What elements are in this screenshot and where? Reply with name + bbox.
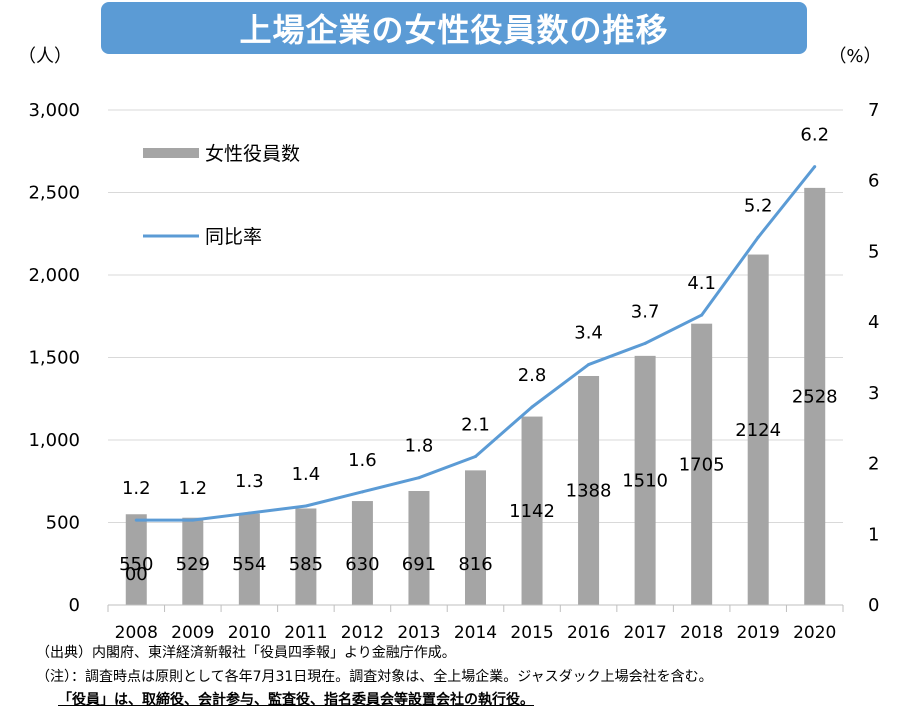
bars-layer (125, 187, 826, 606)
y-left-tick-label: 0 (69, 595, 80, 616)
chart-title: 上場企業の女性役員数の推移 (239, 11, 669, 49)
y-left-tick-label: 500 (46, 513, 80, 534)
ratio-data-label: 1.2 (178, 478, 207, 499)
bar-data-label: 1142 (509, 501, 555, 522)
ratio-point (417, 476, 421, 480)
ratio-data-label: 1.4 (292, 464, 321, 485)
bar-data-label: 585 (289, 554, 323, 575)
y-left-tick-label: 1,500 (28, 348, 80, 369)
ratio-point (700, 313, 704, 317)
bar-data-label: 550 (119, 554, 153, 575)
bar-data-label: 2528 (792, 386, 838, 407)
ratio-point (587, 363, 591, 367)
x-tick-label: 2016 (567, 623, 610, 640)
source-note: （出典）内閣府、東洋経済新報社「役員四季報」より金融庁作成。 (36, 645, 456, 661)
bar (578, 375, 600, 605)
legend-label-bar: 女性役員数 (205, 143, 300, 165)
y-left-tick-label: 2,500 (28, 183, 80, 204)
x-tick-label: 2014 (454, 623, 497, 640)
ratio-data-label: 1.8 (405, 436, 434, 457)
ratio-data-label: 2.8 (518, 365, 547, 386)
bar (182, 517, 204, 605)
chart-title-banner: 上場企業の女性役員数の推移 (101, 2, 807, 54)
y-left-tick-label: 1,000 (28, 430, 80, 451)
bar (408, 490, 430, 605)
ratio-data-label: 1.2 (122, 478, 151, 499)
chart-svg: 1.2 1.2 1.3 1.4 1.6 1.8 2.1 2.8 3.4 3.7 4.1 5.2 6.2 5… (18, 46, 882, 640)
extra-data-label: 00 (125, 564, 148, 585)
bar-data-label: 1705 (679, 454, 725, 475)
bar (295, 508, 317, 605)
x-tick-label: 2008 (115, 623, 158, 640)
y-left-tick-label: 3,000 (28, 100, 80, 121)
ratio-data-label: 1.3 (235, 471, 264, 492)
y-left-unit: （人） (18, 46, 72, 67)
ratio-data-label: 3.4 (574, 323, 603, 344)
ratio-data-label: 5.2 (744, 195, 773, 216)
bar-data-label: 1388 (566, 480, 612, 501)
y-right-tick-label: 1 (868, 524, 879, 545)
ratio-point (813, 165, 817, 169)
bar-data-label: 816 (458, 554, 492, 575)
bar-data-label: 1510 (622, 470, 668, 491)
x-tick-label: 2013 (397, 623, 440, 640)
ratio-data-label: 3.7 (631, 301, 660, 322)
line-layer (134, 165, 817, 522)
bar (634, 355, 656, 605)
x-tick-label: 2015 (510, 623, 553, 640)
ratio-point (530, 405, 534, 409)
x-tick-label: 2010 (228, 623, 271, 640)
ratio-data-label: 6.2 (800, 125, 829, 146)
x-tick-label: 2018 (680, 623, 723, 640)
ratio-point (247, 511, 251, 515)
axes-layer: 0 500 1,000 1,500 2,000 2,500 3,000 0 1 2 3 4 5 6 7 （人）… (18, 46, 882, 640)
y-right-tick-label: 4 (868, 312, 879, 333)
bar-data-label: 630 (345, 554, 379, 575)
bar (691, 323, 713, 605)
x-tick-label: 2012 (341, 623, 384, 640)
ratio-point (360, 490, 364, 494)
x-tick-label: 2011 (284, 623, 327, 640)
bar (465, 470, 486, 605)
ratio-data-label: 1.6 (348, 450, 377, 471)
survey-note: （注）：調査時点は原則として各年7月31日現在。調査対象は、全上場企業。ジャスダ… (36, 669, 713, 685)
ratio-point (304, 504, 308, 508)
bar (804, 187, 826, 605)
legend-swatch-bar (143, 148, 199, 158)
gridlines (108, 109, 843, 523)
x-tick-label: 2020 (793, 623, 836, 640)
bar (351, 501, 373, 605)
x-tick-label: 2009 (171, 623, 214, 640)
y-right-tick-label: 5 (868, 241, 879, 262)
definition-note: 「役員」は、取締役、会計参与、監査役、指名委員会等設置会社の執行役。 (58, 692, 534, 708)
ratio-data-label: 2.1 (461, 415, 490, 436)
bar (521, 416, 543, 605)
y-right-tick-label: 6 (868, 171, 879, 192)
y-right-tick-label: 3 (868, 383, 879, 404)
bar-data-label: 2124 (735, 420, 781, 441)
legend-label-line: 同比率 (205, 226, 262, 248)
y-right-tick-label: 0 (868, 595, 879, 616)
bar-data-label: 529 (176, 554, 210, 575)
bar (747, 254, 769, 606)
x-tick-label: 2017 (623, 623, 666, 640)
y-right-unit: （%） (828, 46, 881, 67)
ratio-point (134, 518, 138, 522)
ratio-point (643, 341, 647, 345)
ratio-point (474, 455, 477, 458)
labels-layer: 1.2 1.2 1.3 1.4 1.6 1.8 2.1 2.8 3.4 3.7 4.1 5.2 6.2 5… (119, 125, 838, 585)
y-right-tick-label: 7 (868, 100, 879, 121)
ratio-data-label: 4.1 (687, 273, 716, 294)
y-left-tick-label: 2,000 (28, 265, 80, 286)
bar-data-label: 691 (402, 554, 436, 575)
ratio-point (191, 518, 195, 522)
bar-data-label: 554 (232, 554, 266, 575)
ratio-point (756, 235, 760, 239)
bar (125, 514, 147, 605)
x-tick-label: 2019 (737, 623, 780, 640)
bar (238, 513, 260, 605)
y-right-tick-label: 2 (868, 454, 879, 475)
